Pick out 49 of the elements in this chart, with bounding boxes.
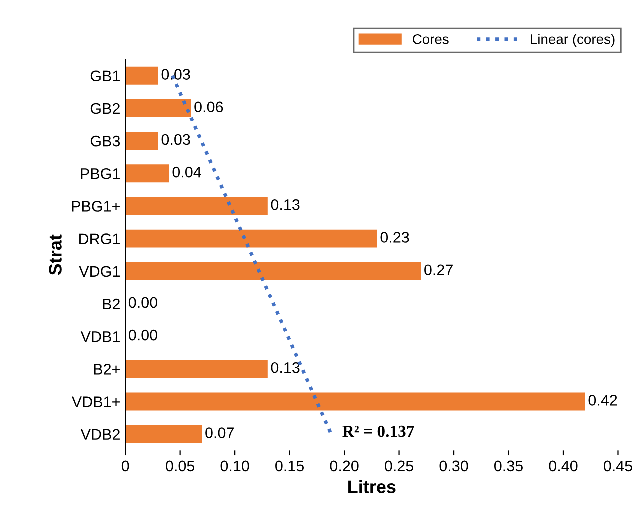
y-tick-label: VDB1+ <box>72 396 120 408</box>
y-tick-label: VDB1 <box>80 332 120 342</box>
x-axis-title: Litres <box>348 480 396 494</box>
data-label: 0.13 <box>271 362 300 374</box>
y-tick-label: PBG1+ <box>72 201 120 212</box>
y-tick-label: DRG1 <box>80 234 120 245</box>
data-label: 0.00 <box>128 330 158 341</box>
bar <box>126 230 378 248</box>
y-tick-label: VDG1 <box>79 266 120 278</box>
y-tick-label: GB3 <box>90 136 120 147</box>
bar <box>126 197 268 216</box>
y-tick-label: VDB2 <box>80 429 120 440</box>
data-label: 0.27 <box>424 264 453 276</box>
data-label: 0.42 <box>588 395 618 406</box>
y-tick-label: B2 <box>103 298 120 310</box>
x-tick-label: 0 <box>122 460 130 472</box>
bar <box>126 66 158 85</box>
y-tick-label: PBG1 <box>81 168 120 180</box>
x-tick-label: 0.40 <box>549 460 578 472</box>
y-axis-title: Strat <box>49 234 62 276</box>
legend-label: Cores <box>413 34 449 44</box>
x-tick-label: 0.30 <box>440 460 468 472</box>
legend-label: Linear (cores) <box>531 34 615 48</box>
x-tick-label: 0.20 <box>330 460 359 472</box>
bar <box>126 392 586 411</box>
y-tick-label: B2+ <box>94 364 120 375</box>
y-tick-label: GB2 <box>90 103 120 114</box>
x-tick-label: 0.45 <box>604 460 632 472</box>
bar <box>126 164 170 183</box>
data-label: 0.03 <box>162 134 190 146</box>
x-tick-label: 0.25 <box>385 460 414 472</box>
bar <box>126 425 202 444</box>
data-label: 0.07 <box>206 428 234 438</box>
data-label: 0.00 <box>128 297 158 308</box>
x-tick-label: 0.35 <box>494 460 523 472</box>
data-label: 0.23 <box>380 232 410 243</box>
annotation: R² = 0.137 <box>342 426 414 438</box>
data-label: 0.04 <box>172 166 202 178</box>
bar <box>126 132 158 150</box>
bar <box>126 99 192 118</box>
x-tick-label: 0.15 <box>276 460 304 472</box>
y-tick-label: GB1 <box>90 70 120 82</box>
bar <box>126 360 268 378</box>
data-label: 0.13 <box>271 200 300 210</box>
data-label: 0.03 <box>162 69 190 80</box>
bar <box>126 262 422 280</box>
data-label: 0.06 <box>194 102 224 113</box>
x-tick-label: 0.05 <box>166 460 195 472</box>
x-tick-label: 0.10 <box>220 460 250 472</box>
